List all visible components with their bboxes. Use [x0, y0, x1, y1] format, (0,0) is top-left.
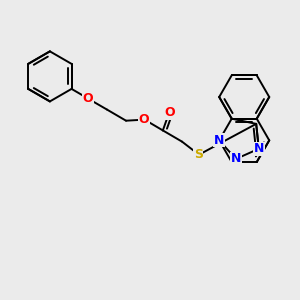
Text: N: N: [254, 142, 264, 155]
Text: S: S: [194, 148, 203, 161]
Text: O: O: [82, 92, 93, 105]
Text: O: O: [164, 106, 175, 119]
Text: N: N: [214, 134, 224, 147]
Text: O: O: [138, 113, 149, 126]
Text: N: N: [231, 152, 241, 165]
